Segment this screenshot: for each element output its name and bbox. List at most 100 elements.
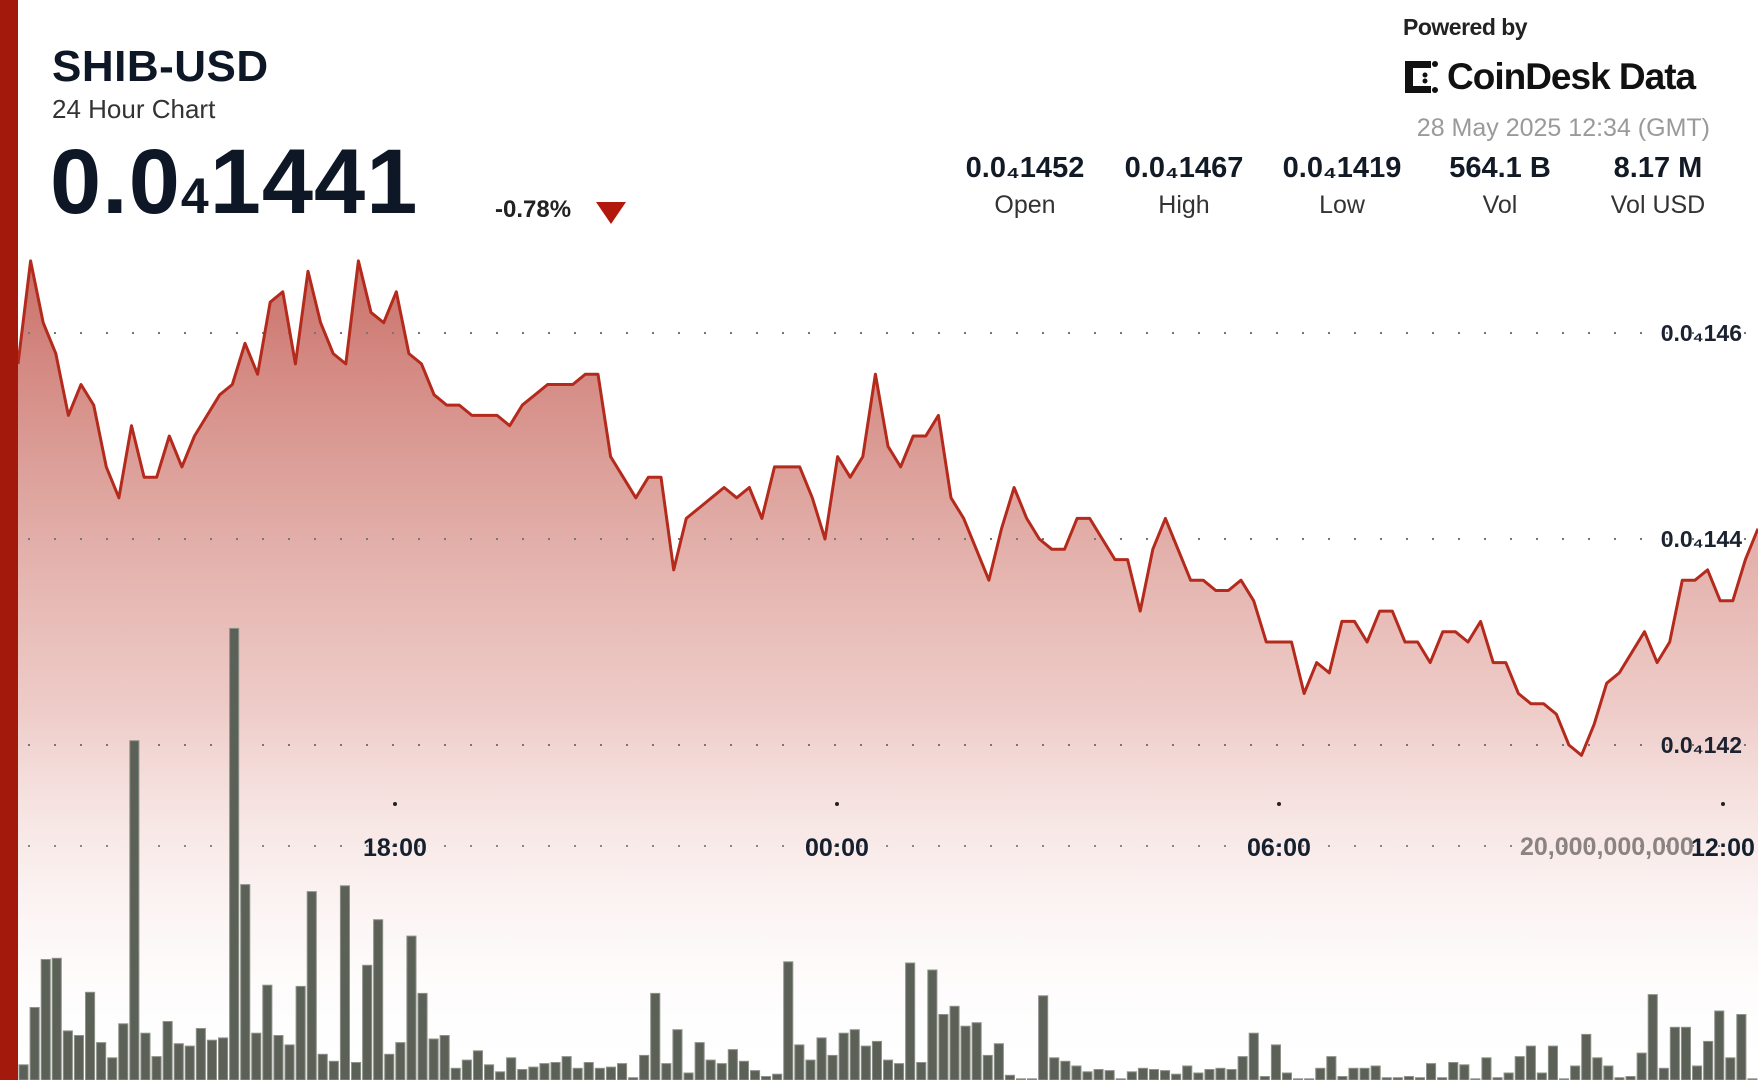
volume-bar <box>938 1014 949 1080</box>
volume-bar <box>1636 1052 1647 1080</box>
price-tick-label: 0.0₄146 <box>1661 320 1742 346</box>
volume-bar <box>395 1042 406 1080</box>
volume-bar <box>18 1064 29 1080</box>
volume-bar <box>1004 1074 1016 1080</box>
volume-bar <box>1093 1069 1104 1080</box>
stat-vol-usd: 8.17 M Vol USD <box>1578 152 1738 220</box>
volume-bar <box>827 1054 838 1080</box>
volume-bar <box>1248 1032 1259 1080</box>
volume-bar <box>1547 1045 1559 1080</box>
current-price: 0.041441 <box>50 136 418 228</box>
volume-bar <box>484 1064 495 1080</box>
volume-bar <box>949 1005 960 1080</box>
volume-bar <box>229 627 240 1080</box>
volume-bar <box>605 1066 617 1080</box>
volume-bar <box>162 1021 173 1080</box>
stat-vol: 564.1 B Vol <box>1420 152 1580 220</box>
volume-bar <box>1126 1071 1137 1080</box>
volume-bar <box>51 957 62 1080</box>
volume-bar <box>1182 1065 1193 1080</box>
volume-bar <box>993 1043 1004 1080</box>
volume-bar <box>362 964 373 1080</box>
x-tick-mark <box>1277 802 1281 806</box>
volume-bar <box>273 1035 284 1080</box>
volume-bar <box>528 1066 539 1080</box>
volume-bar <box>650 992 661 1080</box>
volume-bar <box>1680 1026 1692 1080</box>
volume-bar <box>1137 1067 1149 1080</box>
volume-bar <box>240 884 251 1080</box>
volume-bar <box>871 1040 883 1080</box>
volume-bar <box>894 1063 905 1080</box>
volume-bar <box>118 1023 129 1080</box>
volume-bar <box>550 1062 561 1080</box>
volume-bar <box>916 1062 927 1080</box>
down-triangle-icon <box>596 202 626 224</box>
timestamp: 28 May 2025 12:34 (GMT) <box>1416 114 1710 142</box>
volume-bar <box>1470 1078 1481 1080</box>
stat-high: 0.0₄1467 High <box>1104 152 1264 220</box>
volume-bar <box>284 1044 295 1080</box>
volume-bar <box>218 1037 229 1080</box>
volume-bar <box>1703 1040 1714 1080</box>
volume-tick-label: 20,000,000,000 <box>1520 833 1694 861</box>
volume-bar <box>107 1057 118 1080</box>
volume-bar <box>1448 1062 1459 1080</box>
volume-bar <box>1193 1072 1204 1080</box>
volume-bar <box>384 1053 395 1080</box>
stat-value: 564.1 B <box>1449 152 1551 184</box>
volume-bar <box>750 1070 761 1080</box>
volume-bar <box>506 1057 517 1080</box>
volume-bar <box>62 1030 73 1080</box>
volume-bar <box>328 1060 339 1080</box>
volume-bar <box>173 1043 184 1080</box>
volume-bar <box>838 1032 849 1080</box>
stat-low: 0.0₄1419 Low <box>1262 152 1422 220</box>
price-line <box>16 259 1758 757</box>
volume-bar <box>805 1059 816 1080</box>
volume-bar <box>738 1060 750 1080</box>
volume-bar <box>1259 1076 1270 1080</box>
volume-bar <box>971 1022 982 1080</box>
volume-bar <box>772 1073 783 1080</box>
brand-name: CoinDesk Data <box>1447 56 1696 97</box>
volume-bar <box>439 1035 450 1080</box>
volume-bar <box>1293 1078 1304 1080</box>
volume-bar <box>1725 1057 1736 1080</box>
volume-bar <box>683 1072 694 1080</box>
volume-bar <box>794 1044 805 1080</box>
volume-bar <box>1736 1014 1747 1080</box>
volume-bar <box>761 1076 772 1080</box>
volume-bar <box>1625 1076 1636 1080</box>
volume-bar <box>617 1063 628 1080</box>
volume-bar <box>1304 1078 1315 1080</box>
volume-bar <box>472 1050 483 1080</box>
volume-bar <box>1570 1065 1581 1080</box>
volume-bar <box>461 1059 472 1080</box>
volume-bar <box>694 1042 705 1080</box>
volume-bar <box>594 1067 605 1080</box>
volume-bar <box>1481 1057 1492 1080</box>
volume-bar <box>450 1067 461 1080</box>
stat-label: Low <box>1319 191 1365 219</box>
volume-bar <box>1237 1056 1248 1080</box>
x-tick-mark <box>393 802 397 806</box>
volume-bar <box>140 1032 151 1080</box>
volume-bar <box>849 1029 860 1080</box>
volume-bar <box>960 1025 971 1080</box>
stat-label: Vol USD <box>1610 191 1706 219</box>
price-area <box>18 260 1758 1080</box>
volume-bar <box>1669 1026 1680 1080</box>
volume-bar <box>517 1069 528 1080</box>
stat-value: 0.0₄1467 <box>1124 152 1244 184</box>
stat-value: 0.0₄1419 <box>1282 152 1402 184</box>
stat-value: 8.17 M <box>1613 152 1703 184</box>
volume-bar <box>295 985 306 1080</box>
volume-bar <box>1426 1063 1437 1080</box>
volume-bar <box>1171 1073 1182 1080</box>
coindesk-logo-icon <box>1405 61 1438 93</box>
volume-bar <box>1226 1069 1237 1080</box>
stat-value: 0.0₄1452 <box>965 152 1085 184</box>
volume-bar <box>1038 995 1049 1080</box>
